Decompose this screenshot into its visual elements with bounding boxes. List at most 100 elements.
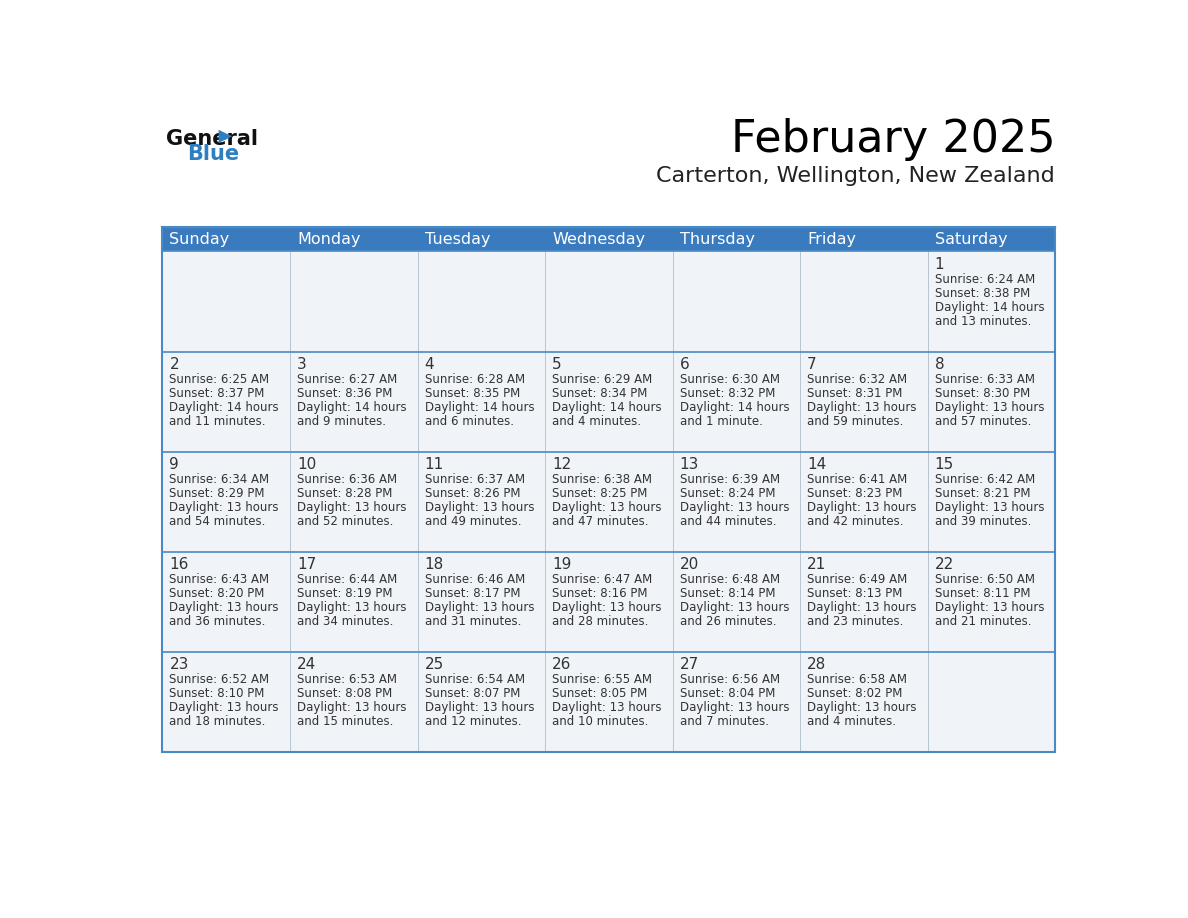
Text: Sunday: Sunday bbox=[170, 232, 229, 247]
Text: Sunset: 8:31 PM: Sunset: 8:31 PM bbox=[807, 387, 903, 400]
Text: Sunrise: 6:27 AM: Sunrise: 6:27 AM bbox=[297, 373, 397, 386]
FancyBboxPatch shape bbox=[672, 552, 801, 652]
Text: Sunset: 8:28 PM: Sunset: 8:28 PM bbox=[297, 487, 392, 500]
Text: Sunset: 8:29 PM: Sunset: 8:29 PM bbox=[170, 487, 265, 500]
Text: Daylight: 13 hours: Daylight: 13 hours bbox=[170, 501, 279, 514]
Text: Daylight: 13 hours: Daylight: 13 hours bbox=[552, 601, 662, 614]
FancyBboxPatch shape bbox=[928, 352, 1055, 452]
Text: Carterton, Wellington, New Zealand: Carterton, Wellington, New Zealand bbox=[657, 165, 1055, 185]
FancyBboxPatch shape bbox=[545, 252, 672, 352]
Text: and 9 minutes.: and 9 minutes. bbox=[297, 415, 386, 428]
FancyBboxPatch shape bbox=[163, 352, 290, 452]
FancyBboxPatch shape bbox=[163, 452, 290, 552]
Text: Sunset: 8:32 PM: Sunset: 8:32 PM bbox=[680, 387, 775, 400]
Text: Daylight: 13 hours: Daylight: 13 hours bbox=[807, 401, 917, 414]
Text: and 13 minutes.: and 13 minutes. bbox=[935, 315, 1031, 328]
Text: and 57 minutes.: and 57 minutes. bbox=[935, 415, 1031, 428]
Text: Daylight: 13 hours: Daylight: 13 hours bbox=[935, 401, 1044, 414]
Text: Friday: Friday bbox=[807, 232, 857, 247]
FancyBboxPatch shape bbox=[545, 452, 672, 552]
Text: 17: 17 bbox=[297, 557, 316, 572]
Text: Sunrise: 6:42 AM: Sunrise: 6:42 AM bbox=[935, 473, 1035, 487]
Text: Tuesday: Tuesday bbox=[424, 232, 489, 247]
FancyBboxPatch shape bbox=[290, 452, 417, 552]
FancyBboxPatch shape bbox=[545, 552, 672, 652]
FancyBboxPatch shape bbox=[928, 452, 1055, 552]
FancyBboxPatch shape bbox=[672, 452, 801, 552]
Text: Sunset: 8:10 PM: Sunset: 8:10 PM bbox=[170, 688, 265, 700]
Text: Sunrise: 6:47 AM: Sunrise: 6:47 AM bbox=[552, 574, 652, 587]
Text: Saturday: Saturday bbox=[935, 232, 1007, 247]
Text: Monday: Monday bbox=[297, 232, 360, 247]
Text: Daylight: 13 hours: Daylight: 13 hours bbox=[680, 701, 789, 714]
Text: 9: 9 bbox=[170, 457, 179, 472]
FancyBboxPatch shape bbox=[672, 352, 801, 452]
Text: and 47 minutes.: and 47 minutes. bbox=[552, 515, 649, 528]
Text: Sunrise: 6:32 AM: Sunrise: 6:32 AM bbox=[807, 373, 908, 386]
Text: Sunrise: 6:36 AM: Sunrise: 6:36 AM bbox=[297, 473, 397, 487]
Text: Sunset: 8:19 PM: Sunset: 8:19 PM bbox=[297, 588, 392, 600]
FancyBboxPatch shape bbox=[801, 652, 928, 752]
Text: Sunrise: 6:43 AM: Sunrise: 6:43 AM bbox=[170, 574, 270, 587]
Text: and 23 minutes.: and 23 minutes. bbox=[807, 615, 904, 628]
Text: and 44 minutes.: and 44 minutes. bbox=[680, 515, 776, 528]
FancyBboxPatch shape bbox=[801, 552, 928, 652]
Text: Sunset: 8:14 PM: Sunset: 8:14 PM bbox=[680, 588, 775, 600]
Text: and 28 minutes.: and 28 minutes. bbox=[552, 615, 649, 628]
Text: 1: 1 bbox=[935, 257, 944, 272]
Text: 10: 10 bbox=[297, 457, 316, 472]
FancyBboxPatch shape bbox=[417, 652, 545, 752]
Text: Sunset: 8:05 PM: Sunset: 8:05 PM bbox=[552, 688, 647, 700]
Text: Sunrise: 6:46 AM: Sunrise: 6:46 AM bbox=[424, 574, 525, 587]
Text: and 42 minutes.: and 42 minutes. bbox=[807, 515, 904, 528]
Text: General: General bbox=[165, 129, 258, 150]
Text: Sunrise: 6:54 AM: Sunrise: 6:54 AM bbox=[424, 674, 525, 687]
Text: and 4 minutes.: and 4 minutes. bbox=[807, 715, 896, 728]
Text: Sunrise: 6:55 AM: Sunrise: 6:55 AM bbox=[552, 674, 652, 687]
Text: Sunset: 8:13 PM: Sunset: 8:13 PM bbox=[807, 588, 903, 600]
Text: 6: 6 bbox=[680, 357, 689, 372]
Text: Daylight: 13 hours: Daylight: 13 hours bbox=[807, 601, 917, 614]
FancyBboxPatch shape bbox=[672, 652, 801, 752]
FancyBboxPatch shape bbox=[801, 252, 928, 352]
Text: Sunset: 8:20 PM: Sunset: 8:20 PM bbox=[170, 588, 265, 600]
Text: 13: 13 bbox=[680, 457, 699, 472]
FancyBboxPatch shape bbox=[290, 552, 417, 652]
Text: and 11 minutes.: and 11 minutes. bbox=[170, 415, 266, 428]
FancyBboxPatch shape bbox=[417, 352, 545, 452]
Text: and 10 minutes.: and 10 minutes. bbox=[552, 715, 649, 728]
Text: Sunset: 8:36 PM: Sunset: 8:36 PM bbox=[297, 387, 392, 400]
Text: Daylight: 14 hours: Daylight: 14 hours bbox=[424, 401, 535, 414]
Text: Sunrise: 6:24 AM: Sunrise: 6:24 AM bbox=[935, 273, 1035, 286]
Text: and 21 minutes.: and 21 minutes. bbox=[935, 615, 1031, 628]
Text: and 7 minutes.: and 7 minutes. bbox=[680, 715, 769, 728]
Text: and 1 minute.: and 1 minute. bbox=[680, 415, 763, 428]
Text: 14: 14 bbox=[807, 457, 827, 472]
Text: and 4 minutes.: and 4 minutes. bbox=[552, 415, 642, 428]
Text: Sunrise: 6:33 AM: Sunrise: 6:33 AM bbox=[935, 373, 1035, 386]
Text: Sunrise: 6:39 AM: Sunrise: 6:39 AM bbox=[680, 473, 779, 487]
Text: Daylight: 13 hours: Daylight: 13 hours bbox=[807, 701, 917, 714]
Text: Sunrise: 6:52 AM: Sunrise: 6:52 AM bbox=[170, 674, 270, 687]
Text: Sunrise: 6:34 AM: Sunrise: 6:34 AM bbox=[170, 473, 270, 487]
FancyBboxPatch shape bbox=[290, 252, 417, 352]
Text: Daylight: 13 hours: Daylight: 13 hours bbox=[170, 601, 279, 614]
Text: Sunset: 8:02 PM: Sunset: 8:02 PM bbox=[807, 688, 903, 700]
Text: 23: 23 bbox=[170, 657, 189, 672]
Text: and 59 minutes.: and 59 minutes. bbox=[807, 415, 904, 428]
Text: Sunset: 8:23 PM: Sunset: 8:23 PM bbox=[807, 487, 903, 500]
Text: 25: 25 bbox=[424, 657, 444, 672]
Text: Sunrise: 6:37 AM: Sunrise: 6:37 AM bbox=[424, 473, 525, 487]
Text: Daylight: 13 hours: Daylight: 13 hours bbox=[297, 501, 406, 514]
Text: 20: 20 bbox=[680, 557, 699, 572]
Text: 24: 24 bbox=[297, 657, 316, 672]
Text: Daylight: 13 hours: Daylight: 13 hours bbox=[552, 501, 662, 514]
Text: and 54 minutes.: and 54 minutes. bbox=[170, 515, 266, 528]
Text: Thursday: Thursday bbox=[680, 232, 754, 247]
Text: and 18 minutes.: and 18 minutes. bbox=[170, 715, 266, 728]
Text: 8: 8 bbox=[935, 357, 944, 372]
Text: Sunrise: 6:48 AM: Sunrise: 6:48 AM bbox=[680, 574, 779, 587]
FancyBboxPatch shape bbox=[928, 652, 1055, 752]
Text: Sunset: 8:35 PM: Sunset: 8:35 PM bbox=[424, 387, 520, 400]
Text: Sunrise: 6:58 AM: Sunrise: 6:58 AM bbox=[807, 674, 908, 687]
